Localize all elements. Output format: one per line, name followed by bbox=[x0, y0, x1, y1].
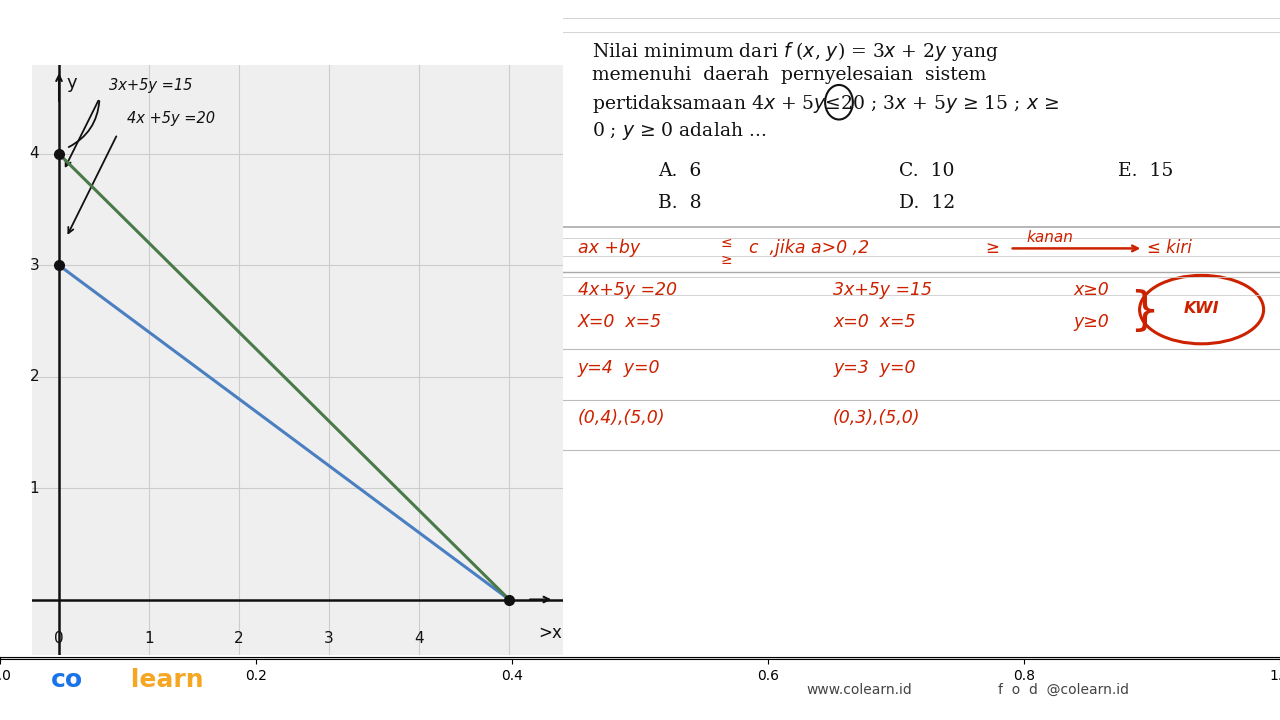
Text: Nilai minimum dari $f$ ($x$, $y$) = 3$x$ + 2$y$ yang: Nilai minimum dari $f$ ($x$, $y$) = 3$x$… bbox=[593, 40, 1000, 63]
Text: C.  10: C. 10 bbox=[899, 162, 955, 180]
Text: x=0  x=5: x=0 x=5 bbox=[833, 313, 915, 331]
Text: ≥: ≥ bbox=[721, 253, 732, 267]
Text: }: } bbox=[1129, 289, 1158, 334]
Text: D.  12: D. 12 bbox=[899, 194, 955, 212]
Text: 3: 3 bbox=[29, 258, 40, 273]
Text: memenuhi  daerah  pernyelesaian  sistem: memenuhi daerah pernyelesaian sistem bbox=[593, 66, 987, 84]
Text: ≤: ≤ bbox=[721, 236, 732, 250]
Text: 3: 3 bbox=[324, 631, 334, 646]
Text: c  ,jika a>0 ,2: c ,jika a>0 ,2 bbox=[749, 239, 869, 257]
Text: X=0  x=5: X=0 x=5 bbox=[577, 313, 662, 331]
Text: kanan: kanan bbox=[1027, 230, 1074, 246]
Text: 2: 2 bbox=[29, 369, 40, 384]
Text: E.  15: E. 15 bbox=[1117, 162, 1172, 180]
Text: learn: learn bbox=[122, 668, 204, 693]
Text: x≥0: x≥0 bbox=[1074, 281, 1110, 299]
Text: y=3  y=0: y=3 y=0 bbox=[833, 359, 915, 377]
Text: 4x +5y =20: 4x +5y =20 bbox=[127, 111, 215, 126]
Text: pertidaksamaan 4$x$ + 5$y$≤20 ; 3$x$ + 5$y$ ≥ 15 ; $x$ ≥: pertidaksamaan 4$x$ + 5$y$≤20 ; 3$x$ + 5… bbox=[593, 93, 1059, 115]
Text: 3x+5y =15: 3x+5y =15 bbox=[833, 281, 932, 299]
Text: 2: 2 bbox=[234, 631, 244, 646]
Text: 1: 1 bbox=[29, 481, 40, 495]
Text: (0,4),(5,0): (0,4),(5,0) bbox=[577, 409, 666, 427]
Text: co: co bbox=[51, 668, 83, 693]
Text: y≥0: y≥0 bbox=[1074, 313, 1110, 331]
Text: KWI: KWI bbox=[1184, 301, 1220, 315]
Text: 4x+5y =20: 4x+5y =20 bbox=[577, 281, 677, 299]
Text: y: y bbox=[67, 73, 77, 91]
Text: >x: >x bbox=[538, 624, 562, 642]
Text: ax +by: ax +by bbox=[577, 239, 640, 257]
Text: ≤ kiri: ≤ kiri bbox=[1147, 239, 1192, 257]
Text: (0,3),(5,0): (0,3),(5,0) bbox=[833, 409, 920, 427]
Text: 3x+5y =15: 3x+5y =15 bbox=[109, 78, 192, 93]
Text: f  o  d  @colearn.id: f o d @colearn.id bbox=[998, 683, 1129, 697]
Text: A.  6: A. 6 bbox=[658, 162, 701, 180]
Text: 0 ; $y$ ≥ 0 adalah ...: 0 ; $y$ ≥ 0 adalah ... bbox=[593, 120, 767, 142]
Text: www.colearn.id: www.colearn.id bbox=[806, 683, 913, 697]
Text: 4: 4 bbox=[29, 146, 40, 161]
Text: ≥: ≥ bbox=[984, 239, 998, 257]
Text: 0: 0 bbox=[54, 631, 64, 646]
Text: 4: 4 bbox=[415, 631, 424, 646]
Text: B.  8: B. 8 bbox=[658, 194, 701, 212]
Text: y=4  y=0: y=4 y=0 bbox=[577, 359, 660, 377]
Text: 1: 1 bbox=[145, 631, 154, 646]
